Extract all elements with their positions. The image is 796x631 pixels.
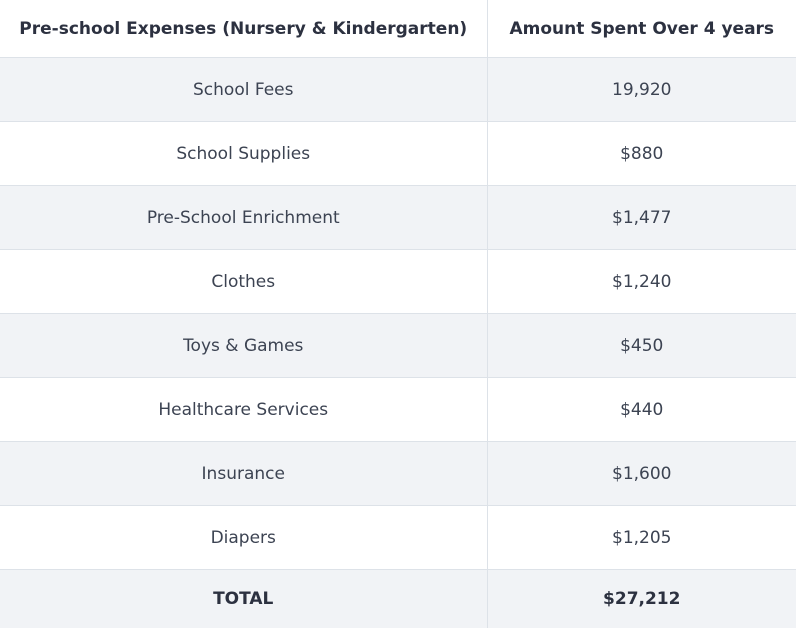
expense-item-cell: School Fees xyxy=(0,57,488,122)
table-row: Healthcare Services $440 xyxy=(0,377,796,442)
amount-cell: $1,240 xyxy=(486,249,796,314)
total-amount: $27,212 xyxy=(486,569,796,628)
expense-item-cell: Diapers xyxy=(0,505,488,570)
table-row: Clothes $1,240 xyxy=(0,249,796,314)
amount-cell: $1,600 xyxy=(486,441,796,506)
table-row: Pre-School Enrichment $1,477 xyxy=(0,185,796,250)
table-row: Toys & Games $450 xyxy=(0,313,796,378)
table-body: School Fees 19,920 School Supplies $880 … xyxy=(0,57,796,628)
expense-item-cell: Pre-School Enrichment xyxy=(0,185,488,250)
column-header-expense: Pre-school Expenses (Nursery & Kindergar… xyxy=(0,0,488,58)
expense-item-cell: School Supplies xyxy=(0,121,488,186)
amount-cell: 19,920 xyxy=(486,57,796,122)
table-row: School Supplies $880 xyxy=(0,121,796,186)
table-row: Insurance $1,600 xyxy=(0,441,796,506)
header-row: Pre-school Expenses (Nursery & Kindergar… xyxy=(0,0,796,58)
expense-item-cell: Healthcare Services xyxy=(0,377,488,442)
total-row: TOTAL $27,212 xyxy=(0,569,796,628)
expense-item-cell: Toys & Games xyxy=(0,313,488,378)
amount-cell: $450 xyxy=(486,313,796,378)
amount-cell: $880 xyxy=(486,121,796,186)
table-header: Pre-school Expenses (Nursery & Kindergar… xyxy=(0,0,796,58)
table-row: Diapers $1,205 xyxy=(0,505,796,570)
amount-cell: $1,205 xyxy=(486,505,796,570)
expense-item-cell: Insurance xyxy=(0,441,488,506)
amount-cell: $1,477 xyxy=(486,185,796,250)
total-label: TOTAL xyxy=(0,569,488,628)
amount-cell: $440 xyxy=(486,377,796,442)
expense-item-cell: Clothes xyxy=(0,249,488,314)
table-row: School Fees 19,920 xyxy=(0,57,796,122)
column-header-amount: Amount Spent Over 4 years xyxy=(486,0,796,58)
